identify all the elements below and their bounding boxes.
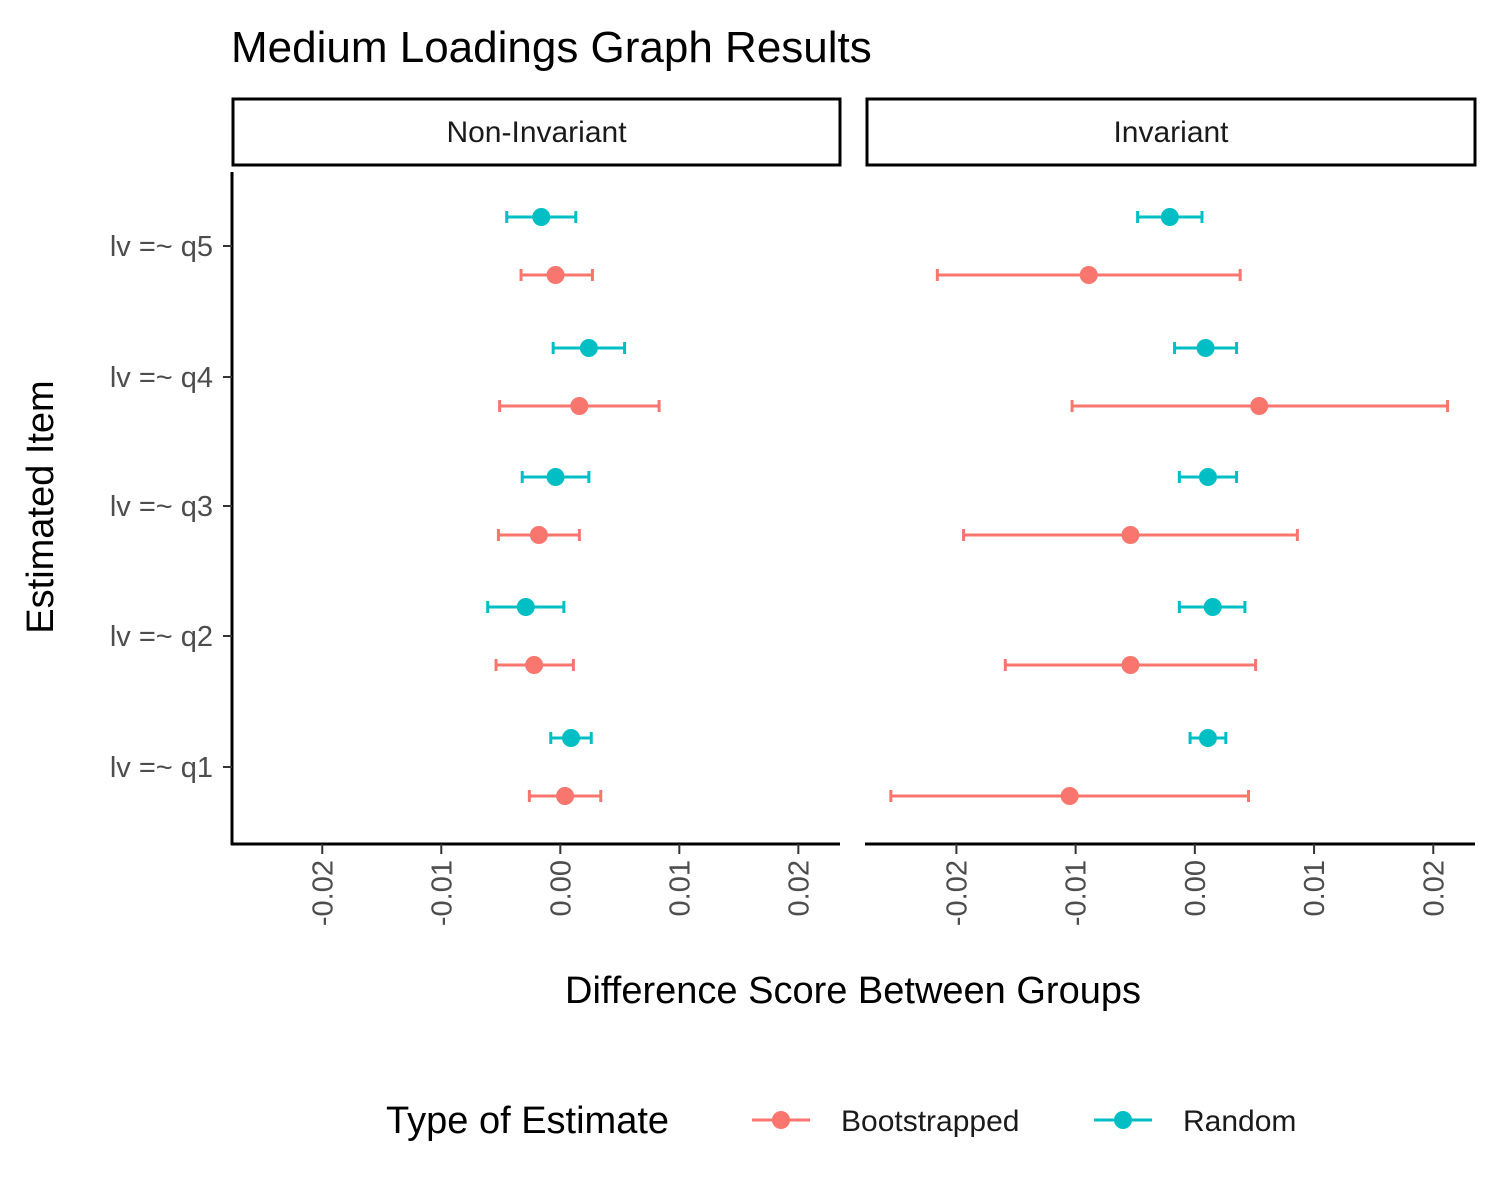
point xyxy=(1079,266,1098,284)
facet-strip-label: Invariant xyxy=(1113,116,1229,149)
y-tick-label: lv =~ q2 xyxy=(110,621,213,653)
point xyxy=(1198,729,1217,747)
series-bootstrapped xyxy=(889,266,1450,805)
series-random xyxy=(486,208,627,747)
point xyxy=(525,656,544,674)
x-axis-title: Difference Score Between Groups xyxy=(565,970,1141,1012)
point xyxy=(579,339,598,357)
legend-entry: Random xyxy=(1094,1105,1296,1138)
legend: Type of Estimate Bootstrapped Random xyxy=(386,1100,1296,1142)
x-tick-label: 0.02 xyxy=(1418,860,1450,916)
point xyxy=(1060,787,1079,805)
point xyxy=(1121,656,1140,674)
point xyxy=(1196,339,1215,357)
point xyxy=(546,266,565,284)
y-axis-title: Estimated Item xyxy=(20,380,62,633)
facet-strip xyxy=(865,97,1477,167)
point xyxy=(532,208,551,226)
point xyxy=(529,526,548,544)
point xyxy=(556,787,575,805)
chart-title: Medium Loadings Graph Results xyxy=(231,23,872,72)
facet-panel: Non-Invariant -0.02 -0.01 0.00 0.01 0.02 lv =~… xyxy=(110,97,842,926)
point xyxy=(1198,468,1217,486)
y-tick-label: lv =~ q3 xyxy=(110,491,213,523)
point xyxy=(546,468,565,486)
legend-key-point xyxy=(772,1111,790,1129)
y-tick-label: lv =~ q4 xyxy=(110,362,213,394)
x-tick-label: 0.00 xyxy=(1180,860,1212,916)
x-tick-label: 0.01 xyxy=(1299,860,1331,916)
point xyxy=(516,598,535,616)
x-tick-label: 0.01 xyxy=(664,860,696,916)
point xyxy=(1250,397,1269,415)
y-tick-label: lv =~ q1 xyxy=(110,752,213,784)
point xyxy=(570,397,589,415)
x-tick-label: -0.01 xyxy=(426,860,458,926)
facet-panel: Invariant -0.02 -0.01 0.00 0.01 0.02 xyxy=(865,97,1477,926)
series-bootstrapped xyxy=(494,266,661,805)
x-tick-label: -0.02 xyxy=(307,860,339,926)
legend-label: Random xyxy=(1183,1105,1296,1138)
point xyxy=(1203,598,1222,616)
legend-title: Type of Estimate xyxy=(386,1100,669,1142)
series-random xyxy=(1136,208,1247,747)
facet-strip xyxy=(231,97,842,167)
legend-key-point xyxy=(1114,1111,1132,1129)
point xyxy=(1160,208,1179,226)
point xyxy=(1121,526,1140,544)
plot-area: Non-Invariant -0.02 -0.01 0.00 0.01 0.02 lv =~… xyxy=(110,97,1477,926)
x-tick-label: 0.02 xyxy=(783,860,815,916)
y-tick-label: lv =~ q5 xyxy=(110,231,213,263)
legend-label: Bootstrapped xyxy=(841,1105,1019,1138)
facet-strip-label: Non-Invariant xyxy=(446,116,627,149)
x-tick-label: -0.02 xyxy=(941,860,973,926)
x-tick-label: -0.01 xyxy=(1061,860,1093,926)
point xyxy=(562,729,581,747)
legend-entry: Bootstrapped xyxy=(752,1105,1019,1138)
x-tick-label: 0.00 xyxy=(545,860,577,916)
